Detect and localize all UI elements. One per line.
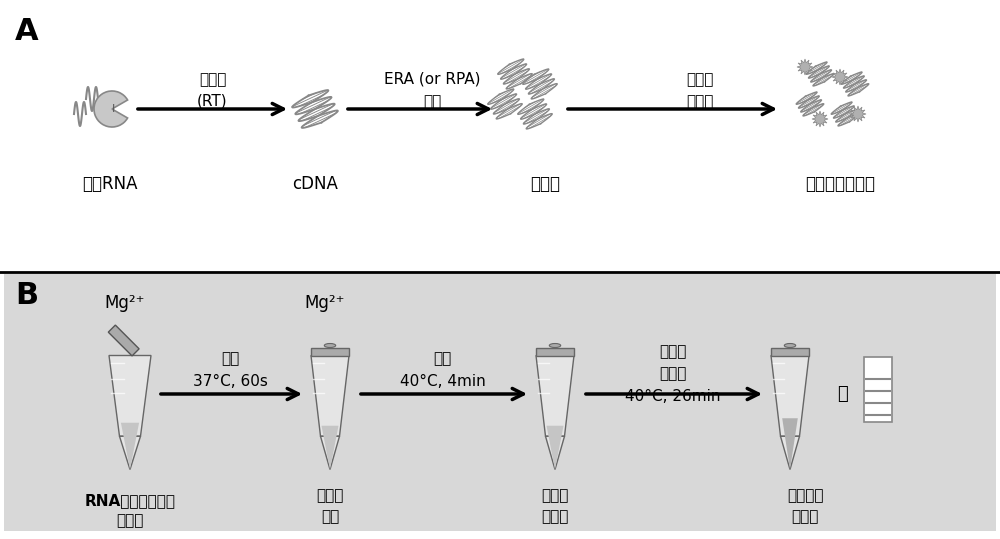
Text: B: B	[15, 281, 38, 310]
Polygon shape	[546, 436, 564, 469]
Text: 盖管: 盖管	[221, 351, 239, 366]
Text: 逆转录
反应: 逆转录 反应	[316, 488, 344, 524]
Polygon shape	[771, 356, 809, 436]
Text: Mg²⁺: Mg²⁺	[105, 294, 145, 312]
Polygon shape	[108, 325, 139, 356]
Text: 40°C, 26min: 40°C, 26min	[625, 389, 720, 404]
Polygon shape	[109, 356, 151, 436]
Polygon shape	[4, 274, 996, 531]
Wedge shape	[94, 91, 128, 127]
Text: 振荡后: 振荡后	[659, 344, 686, 359]
Text: I: I	[111, 104, 115, 114]
Polygon shape	[311, 348, 349, 356]
Polygon shape	[536, 348, 574, 356]
Text: 探针等: 探针等	[116, 514, 144, 529]
Polygon shape	[546, 426, 564, 469]
Text: cDNA: cDNA	[292, 175, 338, 193]
Text: 单个RNA: 单个RNA	[82, 175, 138, 193]
Polygon shape	[864, 356, 892, 421]
Text: 40°C, 4min: 40°C, 4min	[400, 374, 485, 389]
Ellipse shape	[324, 343, 336, 348]
Text: (RT): (RT)	[197, 94, 228, 109]
Polygon shape	[536, 356, 574, 436]
Polygon shape	[321, 426, 339, 469]
Ellipse shape	[784, 343, 796, 348]
Text: 探针与: 探针与	[686, 72, 714, 87]
Polygon shape	[121, 423, 139, 469]
Text: RNA，酶、引物、: RNA，酶、引物、	[84, 494, 176, 508]
Text: 超灵敏现
场检测: 超灵敏现 场检测	[787, 488, 823, 524]
Polygon shape	[771, 348, 809, 356]
Polygon shape	[311, 356, 349, 436]
Text: 扩增子: 扩增子	[530, 175, 560, 193]
Text: 激活和
预反应: 激活和 预反应	[541, 488, 569, 524]
Polygon shape	[850, 106, 866, 122]
Polygon shape	[782, 418, 798, 469]
Polygon shape	[797, 59, 813, 75]
Ellipse shape	[549, 343, 561, 348]
Polygon shape	[781, 436, 800, 469]
Text: 离心: 离心	[433, 351, 452, 366]
Polygon shape	[120, 436, 140, 469]
Text: 反应: 反应	[423, 94, 442, 109]
Text: 可检测的扩增子: 可检测的扩增子	[805, 175, 875, 193]
Text: 或: 或	[837, 385, 847, 403]
Polygon shape	[832, 69, 848, 85]
Text: 37°C, 60s: 37°C, 60s	[193, 374, 267, 389]
Text: ERA (or RPA): ERA (or RPA)	[384, 72, 481, 87]
Polygon shape	[320, 436, 340, 469]
Polygon shape	[0, 0, 1000, 270]
Text: A: A	[15, 17, 39, 46]
Text: Mg²⁺: Mg²⁺	[305, 294, 345, 312]
Text: 再离心: 再离心	[659, 366, 686, 381]
Text: 核酸酶: 核酸酶	[686, 94, 714, 109]
Polygon shape	[812, 111, 828, 127]
Text: 逆转录: 逆转录	[199, 72, 226, 87]
